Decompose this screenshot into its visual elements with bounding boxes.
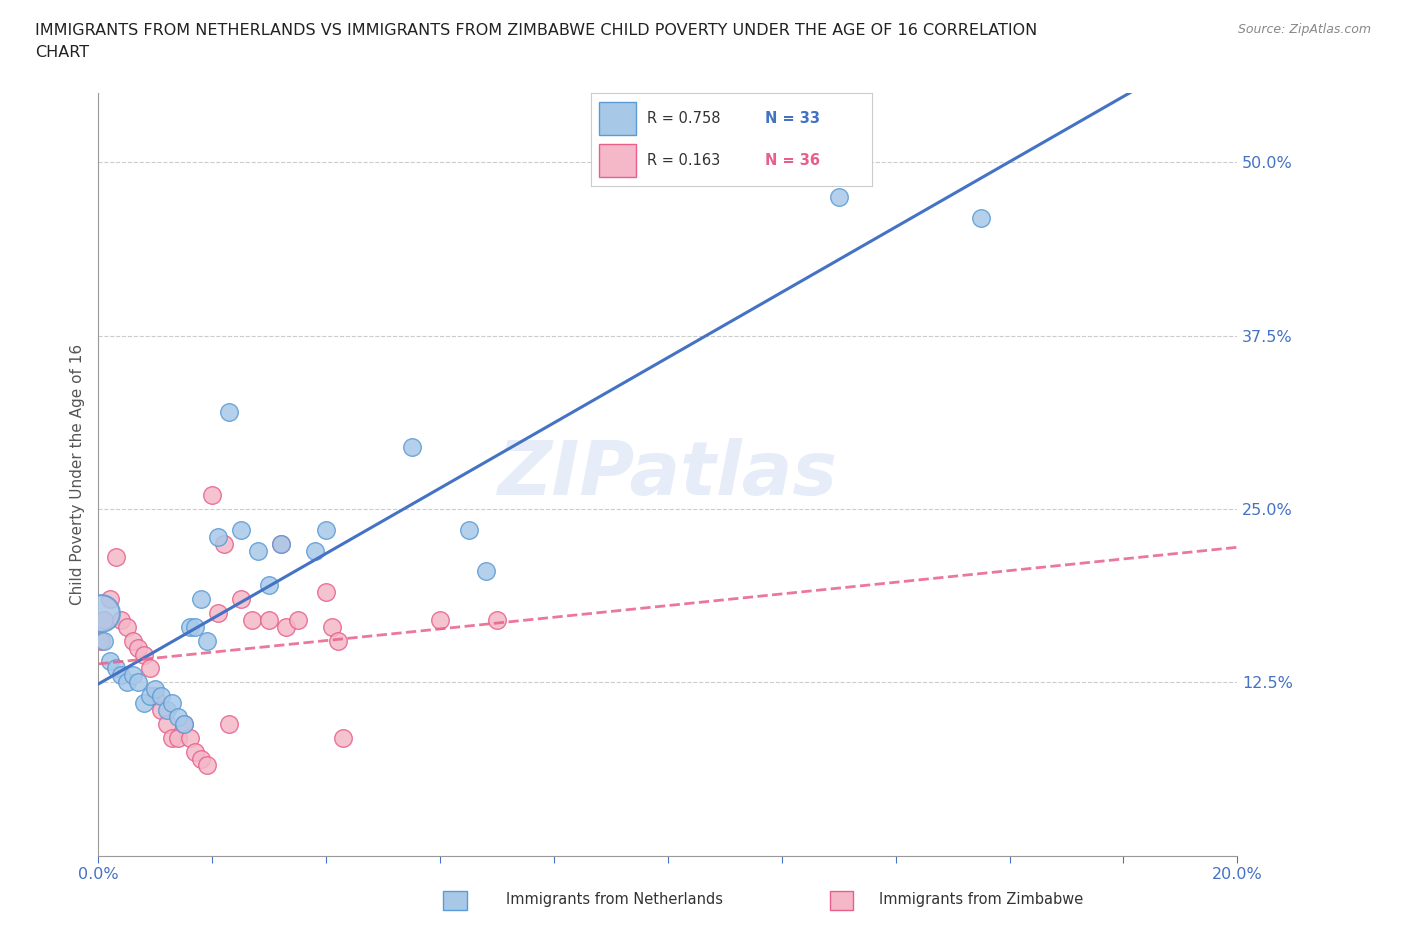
Point [195,758,218,773]
Point [156,716,179,731]
Point [132,696,155,711]
Point [190,751,212,766]
Point [184,619,207,634]
Point [287,613,309,628]
Point [201,487,224,502]
Point [970,210,993,225]
FancyBboxPatch shape [599,102,636,135]
Point [828,190,851,205]
Point [156,702,179,717]
Point [150,702,173,717]
Text: Immigrants from Zimbabwe: Immigrants from Zimbabwe [879,892,1083,907]
Point [212,537,235,551]
Point [229,591,252,606]
Point [98,654,121,669]
Point [179,619,201,634]
Point [110,613,132,628]
Point [104,661,127,676]
Point [167,730,190,745]
Point [138,689,160,704]
Text: Source: ZipAtlas.com: Source: ZipAtlas.com [1237,23,1371,36]
Point [229,523,252,538]
Point [104,550,127,565]
Point [110,668,132,683]
Point [162,730,184,745]
Point [132,647,155,662]
Text: IMMIGRANTS FROM NETHERLANDS VS IMMIGRANTS FROM ZIMBABWE CHILD POVERTY UNDER THE : IMMIGRANTS FROM NETHERLANDS VS IMMIGRANT… [35,23,1038,38]
Point [145,682,167,697]
Point [321,619,343,634]
Point [276,619,298,634]
Text: R = 0.758: R = 0.758 [647,111,720,126]
Point [115,619,138,634]
Point [93,633,115,648]
Point [270,537,292,551]
Point [486,613,509,628]
Point [429,613,451,628]
Y-axis label: Child Poverty Under the Age of 16: Child Poverty Under the Age of 16 [69,344,84,604]
Point [326,633,349,648]
Point [150,689,173,704]
Point [270,537,292,551]
Point [145,689,167,704]
Point [167,710,190,724]
Point [93,613,115,628]
Point [184,744,207,759]
Point [127,675,149,690]
Point [90,605,112,620]
Text: R = 0.163: R = 0.163 [647,153,720,168]
Point [179,730,201,745]
Point [240,613,263,628]
Point [304,543,326,558]
Point [218,405,240,419]
Point [401,439,423,454]
Point [315,523,337,538]
Point [90,633,112,648]
Text: N = 36: N = 36 [765,153,820,168]
Point [195,633,218,648]
Text: CHART: CHART [35,45,89,60]
Point [246,543,269,558]
Point [98,591,121,606]
Point [138,661,160,676]
Point [121,668,143,683]
Point [332,730,354,745]
Point [218,716,240,731]
Text: Immigrants from Netherlands: Immigrants from Netherlands [506,892,723,907]
Point [173,716,195,731]
Point [457,523,479,538]
Point [127,640,149,655]
Point [259,613,281,628]
Point [315,585,337,600]
Text: ZIPatlas: ZIPatlas [498,438,838,511]
Text: N = 33: N = 33 [765,111,820,126]
FancyBboxPatch shape [599,144,636,177]
Point [207,529,229,544]
Point [121,633,143,648]
Point [474,564,496,578]
Point [190,591,212,606]
Point [207,605,229,620]
Point [259,578,281,592]
Point [162,696,184,711]
Point [173,716,195,731]
Point [115,675,138,690]
